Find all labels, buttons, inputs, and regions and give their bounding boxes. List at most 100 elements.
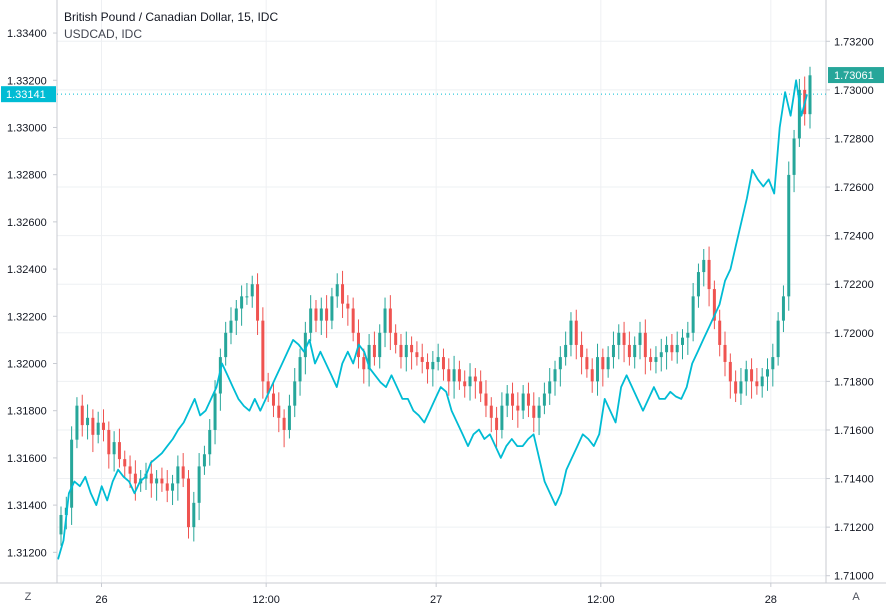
candle-body — [192, 502, 196, 528]
candle-body — [86, 417, 90, 426]
candle-body — [59, 514, 63, 535]
candle-body — [378, 332, 382, 358]
candle-body — [314, 308, 318, 321]
candle-body — [208, 429, 212, 455]
left-current-value: 1.33141 — [6, 89, 46, 101]
candle-body — [681, 337, 685, 345]
candle-body — [654, 357, 658, 362]
candle-body — [250, 284, 254, 297]
right-tick-label: 1.72400 — [834, 231, 874, 243]
candle-body — [787, 174, 791, 297]
candle-body — [319, 308, 323, 321]
right-tick-label: 1.72600 — [834, 182, 874, 194]
candle-body — [372, 344, 376, 358]
candle-body — [240, 296, 244, 309]
candle-body — [479, 381, 483, 394]
candle-body — [420, 357, 424, 362]
candle-body — [611, 344, 615, 358]
candle-body — [399, 344, 403, 358]
candle-body — [101, 422, 105, 430]
candle-body — [261, 320, 265, 382]
candle-body — [750, 369, 754, 382]
candle-body — [436, 357, 440, 362]
candle-body — [606, 357, 610, 370]
candle-body — [505, 393, 509, 406]
candle-body — [633, 344, 637, 358]
candle-body — [569, 320, 573, 345]
candle-body — [441, 357, 445, 370]
right-tick-label: 1.72200 — [834, 279, 874, 291]
candle-body — [596, 357, 600, 382]
candle-body — [452, 369, 456, 382]
candle-body — [712, 289, 716, 321]
candle-body — [155, 478, 159, 484]
usdcad-line — [57, 79, 808, 560]
right-tick-label: 1.73000 — [834, 85, 874, 97]
candle-body — [128, 466, 132, 474]
left-tick-label: 1.33400 — [7, 28, 47, 40]
candle-body — [181, 466, 185, 479]
left-tick-label: 1.33000 — [7, 122, 47, 134]
right-current-badge — [828, 67, 884, 84]
candle-body — [426, 361, 430, 370]
candle-body — [723, 344, 727, 362]
candle-body — [346, 303, 350, 309]
candle-body — [96, 422, 100, 435]
candle-body — [781, 296, 785, 321]
candle-body — [548, 381, 552, 394]
legend-title: British Pound / Canadian Dollar, 15, IDC — [64, 10, 279, 24]
candle-body — [766, 369, 770, 377]
left-tick-label: 1.31800 — [7, 406, 47, 418]
candle-body — [797, 89, 801, 139]
candle-body — [468, 376, 472, 387]
candle-body — [580, 344, 584, 358]
candle-body — [404, 344, 408, 358]
candle-body — [415, 352, 419, 358]
auto-scale-button[interactable]: A — [852, 591, 860, 603]
candle-body — [511, 393, 515, 406]
candle-body — [760, 376, 764, 387]
candle-body — [351, 308, 355, 333]
right-tick-label: 1.72800 — [834, 133, 874, 145]
candle-body — [739, 381, 743, 394]
candle-body — [734, 381, 738, 394]
candle-body — [489, 405, 493, 418]
x-tick-label: 28 — [765, 594, 777, 606]
candle-body — [325, 308, 329, 321]
candle-body — [776, 320, 780, 358]
candle-body — [176, 466, 180, 484]
candle-body — [574, 320, 578, 345]
candle-body — [670, 344, 674, 353]
candle-body — [755, 381, 759, 387]
candle-body — [224, 332, 228, 358]
scale-toggle-button[interactable]: Z — [24, 591, 32, 603]
candle-body — [394, 332, 398, 345]
candle-body — [160, 478, 164, 484]
candle-body — [282, 417, 286, 430]
candle-body — [463, 381, 467, 387]
candle-body — [484, 393, 488, 406]
candle-body — [293, 381, 297, 406]
candle-body — [495, 417, 499, 430]
candle-body — [622, 332, 626, 345]
candle-body — [123, 459, 127, 467]
x-tick-label: 12:00 — [252, 594, 280, 606]
candle-body — [335, 284, 339, 297]
candle-body — [70, 439, 74, 508]
candle-body — [245, 296, 249, 298]
candle-body — [659, 352, 663, 358]
candle-body — [702, 259, 706, 273]
right-tick-label: 1.71800 — [834, 376, 874, 388]
candle-body — [165, 483, 169, 491]
candle-body — [649, 357, 653, 362]
candle-body — [728, 361, 732, 382]
candle-body — [229, 320, 233, 333]
candle-body — [341, 284, 345, 304]
candle-body — [330, 296, 334, 321]
candle-body — [383, 308, 387, 333]
right-tick-label: 1.72000 — [834, 328, 874, 340]
candle-body — [171, 483, 175, 491]
